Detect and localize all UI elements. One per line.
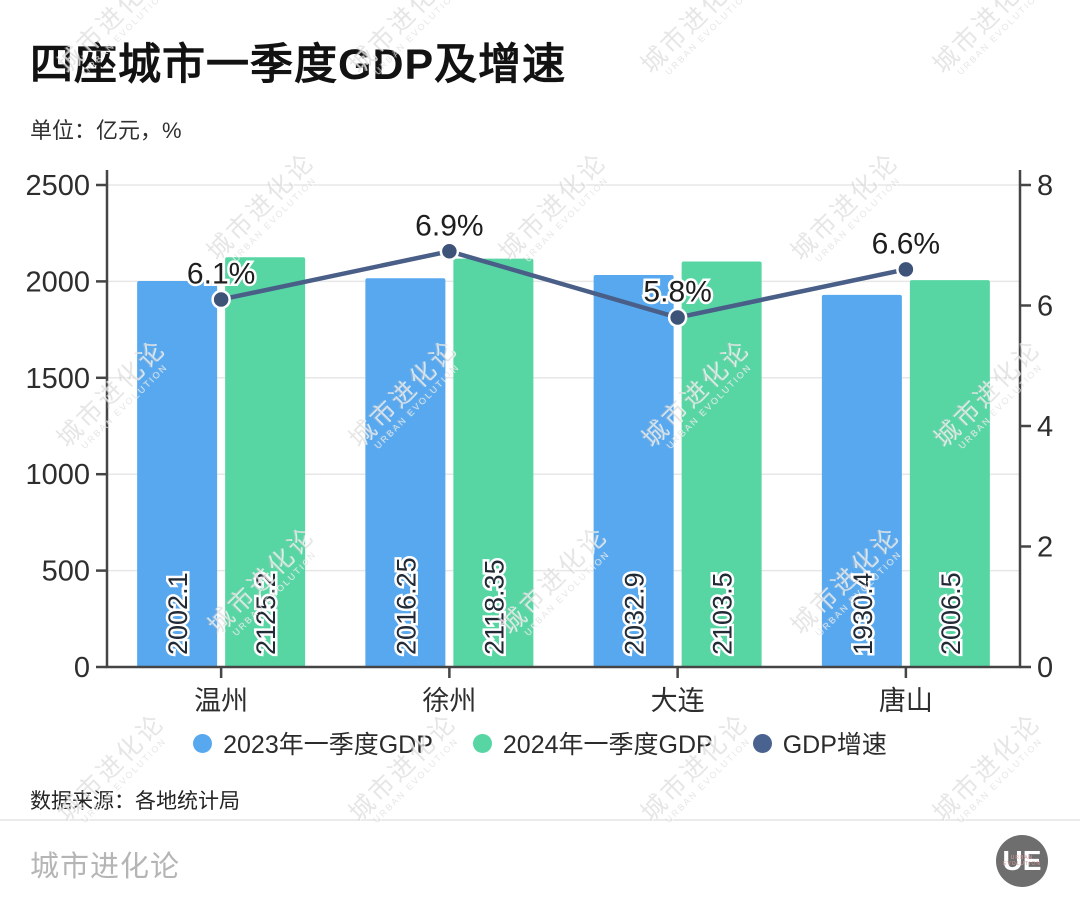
legend-label-2023: 2023年一季度GDP bbox=[223, 731, 433, 759]
growth-point-label: 5.8% bbox=[643, 276, 711, 309]
bar-value-label: 2125.2 bbox=[251, 572, 281, 655]
y-axis-left-label: 500 bbox=[42, 556, 90, 588]
bar-2023 bbox=[365, 278, 446, 667]
growth-point-label: 6.6% bbox=[872, 227, 940, 260]
x-category-label: 温州 bbox=[194, 686, 248, 716]
y-axis-right-label: 2 bbox=[1037, 532, 1053, 564]
legend-item-2024: 2024年一季度GDP bbox=[472, 725, 713, 761]
x-category-label: 大连 bbox=[651, 686, 705, 716]
footer-divider bbox=[0, 819, 1080, 821]
growth-point-label: 6.9% bbox=[415, 209, 483, 242]
bar-value-label: 2103.5 bbox=[708, 572, 738, 655]
y-axis-left-label: 2500 bbox=[25, 170, 90, 202]
y-axis-left-label: 1500 bbox=[25, 363, 90, 395]
growth-point bbox=[211, 289, 231, 310]
bar-2023 bbox=[821, 294, 902, 667]
legend-dot-2023-icon bbox=[193, 733, 213, 753]
legend-label-growth: GDP增速 bbox=[782, 731, 887, 759]
y-axis-left-label: 1000 bbox=[25, 459, 90, 491]
y-axis-left-label: 0 bbox=[74, 652, 90, 684]
bar-value-label: 1930.4 bbox=[848, 572, 878, 655]
footer-brand: 城市进化论 bbox=[30, 851, 181, 883]
ue-logo-subtext: URBAN EVOLUTION bbox=[1003, 855, 1041, 867]
x-category-label: 唐山 bbox=[879, 686, 933, 716]
bar-2024 bbox=[453, 258, 534, 667]
page-title: 四座城市一季度GDP及增速 bbox=[30, 41, 567, 89]
bar-2024 bbox=[681, 261, 762, 667]
bar-2024 bbox=[909, 280, 990, 667]
y-axis-right-label: 6 bbox=[1037, 291, 1053, 323]
y-axis-right-label: 0 bbox=[1037, 652, 1053, 684]
unit-label: 单位：亿元，% bbox=[30, 118, 182, 143]
bar-value-label: 2006.5 bbox=[936, 572, 966, 655]
legend-item-2023: 2023年一季度GDP bbox=[193, 725, 433, 761]
growth-point bbox=[439, 241, 460, 262]
bar-value-label: 2016.25 bbox=[391, 557, 421, 655]
growth-point bbox=[896, 259, 916, 280]
ue-logo-text: UE bbox=[1002, 845, 1042, 876]
bar-value-label: 2032.9 bbox=[620, 572, 650, 655]
y-axis-right-label: 8 bbox=[1037, 170, 1053, 202]
bar-2024 bbox=[225, 257, 306, 667]
legend-dot-growth-icon bbox=[752, 733, 772, 753]
legend-item-growth: GDP增速 bbox=[752, 725, 887, 761]
legend-label-2024: 2024年一季度GDP bbox=[502, 731, 713, 759]
x-category-label: 徐州 bbox=[422, 686, 476, 716]
legend-dot-2024-icon bbox=[472, 733, 492, 753]
bar-value-label: 2002.1 bbox=[163, 572, 193, 655]
bar-2023 bbox=[137, 280, 218, 667]
y-axis-left-label: 2000 bbox=[25, 266, 90, 298]
legend: 2023年一季度GDP 2024年一季度GDP GDP增速 bbox=[0, 725, 1080, 761]
growth-point bbox=[667, 307, 688, 328]
bar-value-label: 2118.35 bbox=[479, 559, 509, 655]
y-axis-right-label: 4 bbox=[1037, 411, 1053, 443]
ue-logo-icon: UE URBAN EVOLUTION bbox=[996, 835, 1048, 887]
growth-point-label: 6.1% bbox=[187, 257, 255, 290]
bar-2023 bbox=[593, 275, 674, 667]
data-source-note: 数据来源：各地统计局 bbox=[30, 790, 240, 813]
growth-line bbox=[220, 248, 907, 320]
